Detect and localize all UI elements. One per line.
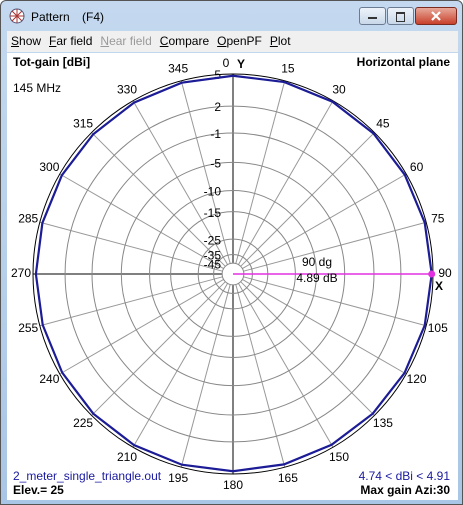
x-axis-label: X bbox=[435, 279, 443, 293]
angle-label: 285 bbox=[18, 211, 38, 225]
spoke bbox=[39, 276, 223, 327]
close-icon bbox=[431, 11, 441, 21]
spoke bbox=[132, 100, 229, 265]
angle-label: 300 bbox=[39, 160, 59, 174]
angle-label: 195 bbox=[168, 471, 188, 485]
angle-label: 150 bbox=[329, 450, 349, 464]
spoke bbox=[240, 132, 375, 267]
polar-chart: Tot-gain [dBi] Horizontal plane 145 MHz … bbox=[7, 53, 458, 500]
spoke bbox=[237, 100, 334, 265]
angle-label: 255 bbox=[18, 321, 38, 335]
spoke bbox=[235, 80, 286, 264]
gain-tick-label: 5 bbox=[214, 68, 221, 82]
gain-tick-label: -45 bbox=[204, 257, 222, 271]
spoke bbox=[91, 281, 226, 416]
angle-label: 135 bbox=[373, 416, 393, 430]
spoke bbox=[59, 173, 224, 270]
menu-item: Near field bbox=[100, 34, 152, 48]
spoke bbox=[243, 276, 427, 327]
window-title: Pattern bbox=[31, 10, 70, 24]
angle-label: 30 bbox=[332, 83, 346, 97]
spoke bbox=[240, 281, 375, 416]
angle-label: 120 bbox=[407, 372, 427, 386]
spoke bbox=[237, 283, 334, 448]
frequency-label: 145 MHz bbox=[13, 81, 61, 95]
spoke bbox=[235, 284, 286, 468]
angle-label: 0 bbox=[223, 56, 230, 70]
spoke bbox=[59, 278, 224, 375]
angle-label: 90 bbox=[438, 266, 452, 280]
app-icon bbox=[9, 8, 25, 24]
window-shortcut: (F4) bbox=[82, 10, 104, 24]
menu-item[interactable]: Compare bbox=[159, 34, 210, 48]
angle-label: 210 bbox=[117, 450, 137, 464]
plane-label: Horizontal plane bbox=[357, 55, 451, 69]
menu-item[interactable]: Plot bbox=[269, 34, 291, 48]
angle-label: 330 bbox=[117, 83, 137, 97]
close-button[interactable] bbox=[415, 7, 457, 25]
spoke bbox=[132, 283, 229, 448]
menu-item[interactable]: Far field bbox=[49, 34, 93, 48]
gain-tick-label: -1 bbox=[210, 127, 221, 141]
angle-label: 165 bbox=[278, 471, 298, 485]
cursor-gain: 4.89 dB bbox=[296, 271, 337, 285]
max-gain: Max gain Azi:30 bbox=[360, 483, 450, 497]
spoke bbox=[242, 278, 407, 375]
angle-label: 60 bbox=[410, 160, 424, 174]
gain-tick-label: 2 bbox=[214, 100, 221, 114]
gain-range: 4.74 < dBi < 4.91 bbox=[359, 469, 451, 483]
y-axis-label: Y bbox=[237, 57, 245, 71]
angle-label: 270 bbox=[11, 266, 31, 280]
gain-tick-label: -10 bbox=[204, 185, 222, 199]
file-name: 2_meter_single_triangle.out bbox=[13, 469, 162, 483]
angle-label: 315 bbox=[73, 116, 93, 130]
spoke bbox=[243, 221, 427, 272]
menu-item[interactable]: Show bbox=[11, 34, 42, 48]
spoke bbox=[242, 173, 407, 270]
angle-label: 240 bbox=[39, 372, 59, 386]
minimize-button[interactable] bbox=[359, 7, 386, 25]
angle-label: 180 bbox=[223, 478, 243, 492]
spoke bbox=[180, 284, 231, 468]
pattern-line bbox=[34, 74, 433, 473]
menu-item[interactable]: OpenPF bbox=[217, 34, 262, 48]
spoke bbox=[39, 221, 223, 272]
gain-tick-label: -25 bbox=[204, 233, 222, 247]
maximize-button[interactable] bbox=[387, 7, 414, 25]
angle-label: 105 bbox=[428, 321, 448, 335]
elevation-label: Elev.= 25 bbox=[13, 483, 64, 497]
gain-tick-label: -5 bbox=[210, 156, 221, 170]
cursor-point bbox=[428, 270, 436, 278]
cursor-azimuth: 90 dg bbox=[302, 255, 332, 269]
angle-label: 45 bbox=[376, 116, 390, 130]
menu-bar: Show Far field Near field Compare OpenPF Plot bbox=[7, 31, 458, 52]
angle-label: 225 bbox=[73, 416, 93, 430]
angle-label: 345 bbox=[168, 61, 188, 75]
gain-tick-label: -15 bbox=[204, 206, 222, 220]
spoke bbox=[91, 132, 226, 267]
chart-title: Tot-gain [dBi] bbox=[13, 55, 90, 69]
gain-tick-label: -35 bbox=[204, 249, 222, 263]
title-bar: Pattern (F4) bbox=[1, 1, 462, 31]
angle-label: 75 bbox=[431, 211, 445, 225]
spoke bbox=[180, 80, 231, 264]
angle-label: 15 bbox=[281, 61, 295, 75]
